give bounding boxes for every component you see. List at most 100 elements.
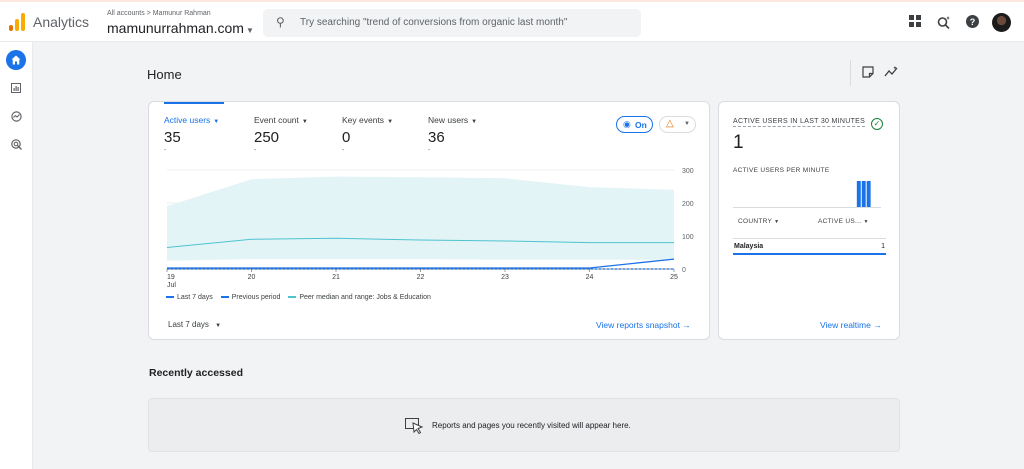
- chart-legend: Last 7 days Previous period Peer median …: [166, 294, 437, 301]
- note-icon[interactable]: [862, 66, 874, 81]
- x-tick-label: 19: [167, 274, 175, 281]
- peer-range-band: [167, 176, 674, 261]
- legend-swatch: [166, 296, 174, 299]
- chevron-down-icon: ▼: [774, 219, 780, 225]
- legend-item-last-7-days[interactable]: Last 7 days: [166, 294, 213, 301]
- metric-delta: -: [254, 147, 257, 154]
- x-tick-label: 22: [417, 274, 425, 281]
- y-tick-label: 300: [682, 168, 694, 175]
- x-tick-label: 20: [248, 274, 256, 281]
- per-minute-bar[interactable]: [856, 181, 861, 207]
- country-column-header[interactable]: COUNTRY ▼: [738, 218, 779, 225]
- metrics-card: Active users ▼ 35 - Event count ▼ 250 - Ke…: [148, 101, 710, 340]
- row-country: Malaysia: [734, 243, 764, 250]
- metric-value: 250: [254, 129, 280, 146]
- chevron-down-icon: ▼: [245, 26, 254, 35]
- column-label: COUNTRY: [738, 218, 773, 225]
- legend-swatch: [288, 296, 297, 299]
- metric-delta: -: [342, 147, 345, 154]
- view-reports-snapshot-link[interactable]: View reports snapshot →: [596, 320, 691, 330]
- metric-delta: -: [428, 147, 431, 154]
- ai-insights-toggle[interactable]: ◉ On: [616, 116, 653, 133]
- chevron-down-icon: ▼: [863, 219, 869, 225]
- chevron-down-icon: ▼: [387, 119, 394, 125]
- per-minute-bar[interactable]: [866, 181, 871, 207]
- metric-label: New users: [428, 115, 469, 125]
- selected-tab-indicator: [164, 102, 224, 104]
- analytics-logo-icon[interactable]: [9, 13, 25, 31]
- metric-label: Key events: [342, 115, 385, 125]
- app-name: Analytics: [33, 14, 90, 30]
- per-minute-label: ACTIVE USERS PER MINUTE: [733, 167, 830, 174]
- metric-tab-active-users[interactable]: Active users ▼ 35 -: [164, 115, 219, 154]
- advertising-icon[interactable]: [6, 134, 26, 154]
- realtime-title: ACTIVE USERS IN LAST 30 MINUTES: [733, 118, 866, 127]
- date-range-label: Last 7 days: [168, 320, 209, 329]
- search-icon: ⚲: [276, 15, 285, 29]
- check-circle-icon: ✓: [871, 118, 883, 130]
- warning-icon: △: [666, 118, 674, 129]
- account-breadcrumb[interactable]: All accounts > Mamunur Rahman: [107, 10, 211, 17]
- chevron-down-icon: ▼: [213, 119, 220, 125]
- metric-label: Event count: [254, 115, 299, 125]
- search-insights-icon[interactable]: [937, 15, 951, 30]
- property-name: mamunurrahman.com: [107, 20, 244, 36]
- legend-swatch: [220, 296, 229, 299]
- help-icon[interactable]: ?: [965, 15, 979, 29]
- per-minute-bar[interactable]: [861, 181, 866, 207]
- metric-tab-event-count[interactable]: Event count ▼ 250 -: [254, 115, 308, 154]
- cursor-click-icon: [405, 418, 425, 437]
- metric-value: 35: [164, 129, 181, 146]
- date-range-selector[interactable]: Last 7 days ▼: [168, 320, 221, 329]
- active-users-chart: 0 100 200 300 19 20 21 22 23 24 25 Jul: [166, 168, 694, 289]
- anomaly-alert-button[interactable]: △ ▼: [659, 116, 696, 133]
- series-line-last-7-days: [167, 258, 675, 269]
- metric-delta: -: [164, 147, 167, 154]
- explore-icon[interactable]: [6, 106, 26, 126]
- avatar[interactable]: [992, 13, 1011, 32]
- active-users-column-header[interactable]: ACTIVE US... ▼: [818, 218, 869, 225]
- y-tick-label: 200: [682, 201, 694, 208]
- metric-value: 36: [428, 129, 445, 146]
- search-input[interactable]: ⚲ Try searching "trend of conversions fr…: [263, 9, 641, 37]
- legend-label: Previous period: [231, 294, 281, 301]
- property-selector[interactable]: mamunurrahman.com ▼: [107, 20, 254, 36]
- metric-value: 0: [342, 129, 351, 146]
- x-month-label: Jul: [167, 282, 176, 289]
- chevron-down-icon: ▼: [684, 121, 690, 127]
- series-line-peer-median: [166, 237, 674, 249]
- x-tick-label: 21: [332, 274, 340, 281]
- x-tick-label: 24: [586, 274, 594, 281]
- metric-tab-new-users[interactable]: New users ▼ 36 -: [428, 115, 477, 154]
- chevron-down-icon: ▼: [471, 119, 478, 125]
- table-row[interactable]: Malaysia 1: [733, 238, 886, 255]
- view-realtime-link[interactable]: View realtime →: [820, 320, 882, 330]
- x-tick-label: 23: [501, 274, 509, 281]
- toggle-label: On: [635, 120, 647, 130]
- search-placeholder: Try searching "trend of conversions from…: [300, 17, 568, 28]
- per-minute-bar-chart: [733, 181, 881, 208]
- recently-accessed-title: Recently accessed: [149, 367, 243, 379]
- metric-label: Active users: [164, 115, 211, 125]
- robot-icon: ◉: [623, 119, 631, 129]
- apps-icon[interactable]: [908, 15, 922, 29]
- x-tick-label: 25: [670, 274, 678, 281]
- legend-item-peer-median[interactable]: Peer median and range: Jobs & Education: [288, 294, 431, 301]
- legend-item-previous-period[interactable]: Previous period: [220, 294, 281, 301]
- y-tick-label: 100: [682, 234, 694, 241]
- column-label: ACTIVE US...: [818, 218, 862, 225]
- chevron-down-icon: ▼: [301, 119, 308, 125]
- reports-icon[interactable]: [6, 78, 26, 98]
- y-tick-label: 0: [682, 267, 686, 274]
- realtime-value: 1: [733, 132, 744, 153]
- legend-label: Last 7 days: [177, 294, 213, 301]
- legend-label: Peer median and range: Jobs & Education: [299, 294, 431, 301]
- chevron-down-icon: ▼: [215, 323, 222, 329]
- top-bar: Analytics All accounts > Mamunur Rahman …: [0, 0, 1024, 42]
- metric-tab-key-events[interactable]: Key events ▼ 0 -: [342, 115, 393, 154]
- realtime-card: ACTIVE USERS IN LAST 30 MINUTES ✓ 1 ACTI…: [718, 101, 900, 340]
- home-icon[interactable]: [6, 50, 26, 70]
- recently-accessed-panel: Reports and pages you recently visited w…: [148, 398, 900, 452]
- insights-icon[interactable]: [884, 66, 898, 81]
- svg-text:?: ?: [969, 17, 975, 27]
